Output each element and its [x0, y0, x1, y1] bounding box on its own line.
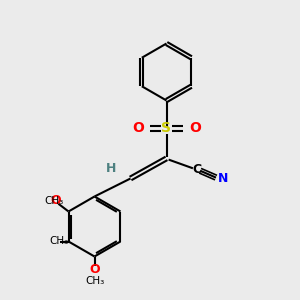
Text: H: H: [106, 162, 116, 175]
Text: CH₃: CH₃: [50, 236, 69, 247]
Text: S: S: [161, 122, 172, 135]
Text: O: O: [89, 263, 100, 276]
Text: N: N: [218, 172, 228, 185]
Text: O: O: [189, 122, 201, 135]
Text: CH₃: CH₃: [44, 196, 64, 206]
Text: CH₃: CH₃: [85, 275, 104, 286]
Text: O: O: [132, 122, 144, 135]
Text: C: C: [192, 163, 201, 176]
Text: O: O: [51, 194, 61, 208]
